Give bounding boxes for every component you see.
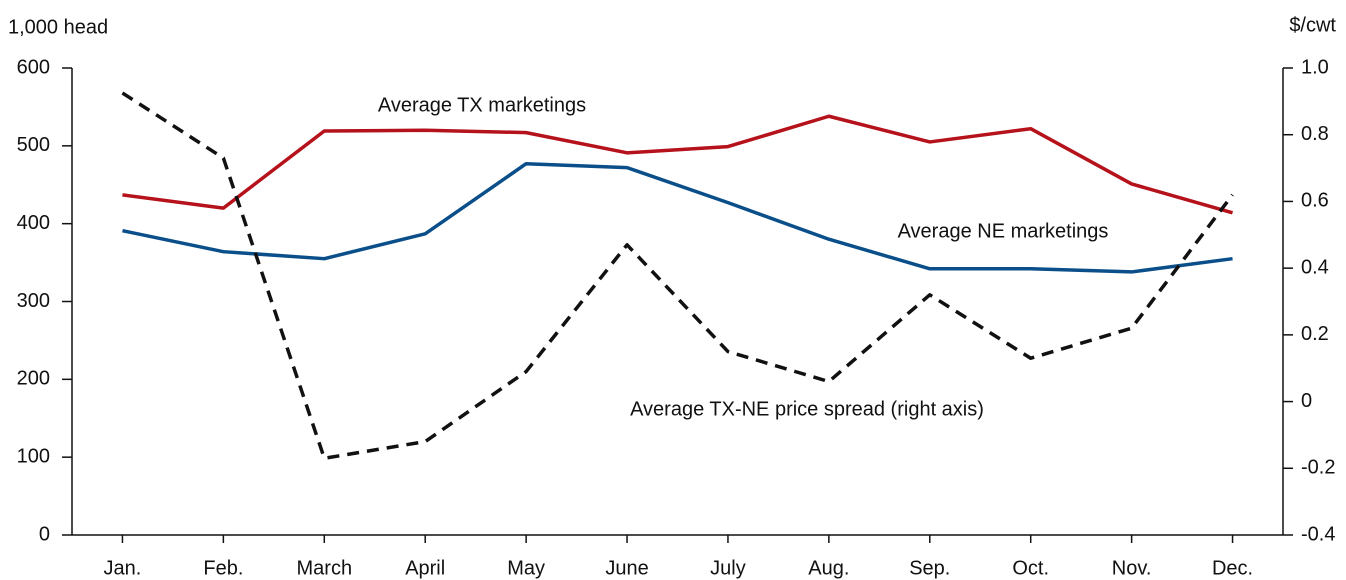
y-tick-label: 500 <box>17 134 50 156</box>
x-tick-label: July <box>710 557 746 579</box>
series-label: Average NE marketings <box>898 220 1109 242</box>
y2-tick-label: 0 <box>1301 390 1312 412</box>
x-tick-label: Oct. <box>1012 557 1049 579</box>
x-tick-label: May <box>507 557 545 579</box>
y2-tick-label: 0.2 <box>1301 323 1329 345</box>
y-tick-label: 200 <box>17 368 50 390</box>
x-tick-label: Aug. <box>808 557 849 579</box>
series-line <box>122 161 1233 274</box>
y-tick-label: 300 <box>17 290 50 312</box>
y-axis-title: 1,000 head <box>8 16 108 38</box>
y2-axis-title: $/cwt <box>1289 14 1336 36</box>
y-tick-label: 100 <box>17 445 50 467</box>
y-tick-label: 400 <box>17 212 50 234</box>
series-label: Average TX marketings <box>378 94 586 116</box>
y2-tick-label: 1.0 <box>1301 56 1329 78</box>
x-tick-label: Nov. <box>1112 557 1152 579</box>
y2-tick-label: 0.6 <box>1301 190 1329 212</box>
x-tick-label: Feb. <box>203 557 243 579</box>
x-tick-label: June <box>605 557 648 579</box>
y2-tick-label: 0.4 <box>1301 256 1329 278</box>
y2-tick-label: -0.4 <box>1301 523 1335 545</box>
y2-tick-label: -0.2 <box>1301 457 1335 479</box>
x-tick-label: Sep. <box>909 557 950 579</box>
y-tick-label: 0 <box>39 523 50 545</box>
y2-tick-label: 0.8 <box>1301 123 1329 145</box>
series-label: Average TX-NE price spread (right axis) <box>630 398 984 420</box>
x-tick-label: April <box>405 557 445 579</box>
x-tick-label: March <box>297 557 353 579</box>
y-tick-label: 600 <box>17 56 50 78</box>
x-tick-label: Dec. <box>1212 557 1253 579</box>
series-line <box>121 91 1234 461</box>
x-tick-label: Jan. <box>104 557 142 579</box>
series-line <box>122 114 1234 215</box>
